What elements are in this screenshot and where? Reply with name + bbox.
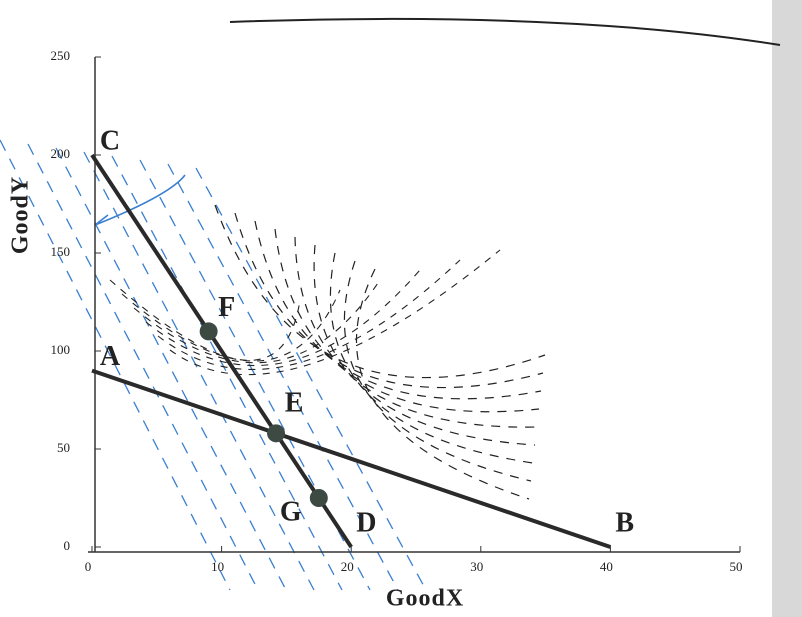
y-tick-label: 150: [51, 244, 71, 259]
x-tick-label: 10: [211, 559, 224, 574]
point-label: E: [285, 388, 304, 419]
indifference-sketch: [355, 268, 530, 500]
hand-arrow: [94, 174, 186, 226]
indifference-sketch: [329, 252, 534, 464]
x-axis-title: GoodX: [386, 586, 464, 612]
page-edge-shadow: [772, 0, 802, 617]
point: [199, 322, 218, 341]
indifference-sketch: [133, 279, 381, 364]
indifference-sketch: [109, 279, 301, 361]
x-tick-label: 50: [730, 559, 743, 574]
indifference-sketch: [234, 212, 544, 389]
point-label: C: [100, 125, 120, 156]
indifference-sketch: [157, 259, 461, 371]
point-label: G: [280, 496, 302, 527]
y-tick-label: 0: [64, 538, 71, 553]
indifference-sketch: [294, 236, 538, 428]
x-tick-label: 40: [600, 559, 613, 574]
indifference-sketch: [254, 220, 542, 400]
point-label: B: [615, 507, 634, 538]
budget-line: [91, 368, 612, 549]
point: [267, 424, 286, 443]
budget-sketch-line: [0, 139, 231, 591]
x-tick-label: 20: [341, 559, 354, 574]
budget-sketch-line: [195, 167, 427, 591]
point-label: D: [356, 507, 376, 538]
indifference-sketch: [145, 269, 421, 366]
budget-line: [90, 153, 353, 549]
y-tick-label: 100: [51, 342, 71, 357]
indifference-sketch: [169, 249, 501, 376]
x-tick-label: 0: [85, 559, 92, 574]
point-label: A: [100, 341, 121, 372]
point-label: F: [218, 292, 235, 323]
y-axis-title: GoodY: [8, 176, 34, 254]
point: [309, 489, 328, 507]
page-curve: [229, 17, 781, 46]
y-tick-label: 200: [51, 146, 71, 161]
indifference-sketch: [214, 204, 546, 379]
budget-sketch-line: [111, 155, 343, 591]
y-tick-label: 50: [57, 440, 70, 455]
y-tick-label: 250: [51, 48, 71, 63]
indifference-sketch: [274, 228, 540, 413]
x-tick-label: 30: [470, 559, 483, 574]
budget-sketch-line: [167, 163, 399, 591]
indifference-sketch: [343, 260, 532, 482]
